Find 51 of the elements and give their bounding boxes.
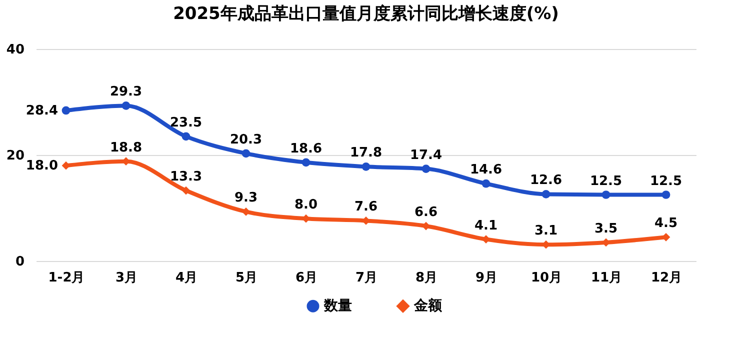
data-label: 17.8 xyxy=(350,146,382,161)
data-label: 17.4 xyxy=(410,148,442,163)
data-label: 18.6 xyxy=(290,141,322,156)
data-label: 28.4 xyxy=(26,103,58,118)
x-tick-label: 9月 xyxy=(475,270,498,286)
data-label: 29.3 xyxy=(110,84,142,100)
chart-title: 2025年成品革出口量值月度累计同比增长速度(%) xyxy=(173,4,559,24)
data-label: 3.5 xyxy=(594,221,618,236)
x-tick-label: 1-2月 xyxy=(48,270,85,286)
legend-label: 金额 xyxy=(413,297,443,314)
data-label: 12.6 xyxy=(530,173,562,188)
x-tick-label: 11月 xyxy=(590,270,622,286)
data-label: 12.5 xyxy=(650,174,682,189)
x-tick-label: 3月 xyxy=(115,270,138,286)
point xyxy=(62,106,70,115)
y-tick-label: 0 xyxy=(15,254,24,270)
x-tick-label: 12月 xyxy=(650,270,682,286)
data-label: 8.0 xyxy=(294,198,318,213)
point xyxy=(302,158,310,167)
data-label: 12.5 xyxy=(590,174,622,189)
legend-label: 数量 xyxy=(323,298,352,314)
data-label: 7.6 xyxy=(354,200,378,215)
data-label: 20.3 xyxy=(230,132,262,148)
point xyxy=(122,102,130,110)
y-tick-label: 20 xyxy=(6,148,24,164)
data-label: 18.0 xyxy=(26,158,58,174)
data-label: 6.6 xyxy=(414,205,438,220)
data-label: 23.5 xyxy=(170,115,202,130)
point xyxy=(602,190,610,199)
data-label: 18.8 xyxy=(110,140,142,156)
point xyxy=(542,190,550,198)
point xyxy=(182,132,190,141)
point xyxy=(182,186,190,195)
x-tick-label: 8月 xyxy=(415,270,438,286)
x-tick-label: 10月 xyxy=(530,270,562,286)
x-tick-label: 6月 xyxy=(295,270,318,286)
point xyxy=(662,190,670,199)
point xyxy=(422,164,430,173)
x-tick-label: 4月 xyxy=(175,270,198,286)
data-label: 9.3 xyxy=(234,190,258,206)
data-label: 4.1 xyxy=(474,218,498,234)
data-label: 13.3 xyxy=(170,170,202,185)
point xyxy=(482,179,490,188)
data-label: 14.6 xyxy=(470,162,502,178)
data-label: 4.5 xyxy=(654,216,678,232)
point xyxy=(362,162,370,171)
x-tick-label: 5月 xyxy=(235,270,258,286)
x-tick-label: 7月 xyxy=(355,270,378,286)
data-label: 3.1 xyxy=(534,224,558,239)
point xyxy=(242,149,250,158)
y-tick-label: 40 xyxy=(6,42,24,58)
